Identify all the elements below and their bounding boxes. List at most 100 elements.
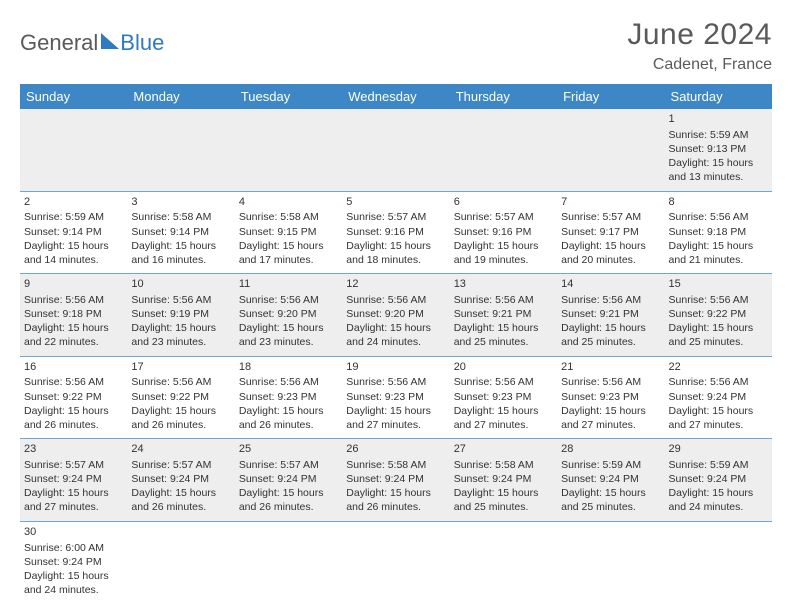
sunset-line: Sunset: 9:16 PM	[454, 225, 553, 239]
empty-cell	[20, 109, 127, 191]
sunrise-line: Sunrise: 5:58 AM	[131, 210, 230, 224]
daylight-line: Daylight: 15 hours and 23 minutes.	[131, 321, 230, 349]
weekday-row: SundayMondayTuesdayWednesdayThursdayFrid…	[20, 84, 772, 109]
daylight-line: Daylight: 15 hours and 25 minutes.	[561, 321, 660, 349]
day-number: 30	[24, 525, 123, 540]
sunrise-line: Sunrise: 5:56 AM	[561, 293, 660, 307]
day-number: 26	[346, 442, 445, 457]
calendar-row: 2Sunrise: 5:59 AMSunset: 9:14 PMDaylight…	[20, 191, 772, 274]
sunrise-line: Sunrise: 5:57 AM	[239, 458, 338, 472]
day-cell: 24Sunrise: 5:57 AMSunset: 9:24 PMDayligh…	[127, 439, 234, 522]
daylight-line: Daylight: 15 hours and 25 minutes.	[454, 486, 553, 514]
daylight-line: Daylight: 15 hours and 23 minutes.	[239, 321, 338, 349]
sunset-line: Sunset: 9:24 PM	[346, 472, 445, 486]
sunrise-line: Sunrise: 5:56 AM	[24, 293, 123, 307]
day-cell: 21Sunrise: 5:56 AMSunset: 9:23 PMDayligh…	[557, 356, 664, 439]
daylight-line: Daylight: 15 hours and 27 minutes.	[346, 404, 445, 432]
sunset-line: Sunset: 9:21 PM	[561, 307, 660, 321]
sunrise-line: Sunrise: 5:58 AM	[346, 458, 445, 472]
day-cell: 14Sunrise: 5:56 AMSunset: 9:21 PMDayligh…	[557, 274, 664, 357]
daylight-line: Daylight: 15 hours and 24 minutes.	[346, 321, 445, 349]
day-cell: 12Sunrise: 5:56 AMSunset: 9:20 PMDayligh…	[342, 274, 449, 357]
day-cell: 20Sunrise: 5:56 AMSunset: 9:23 PMDayligh…	[450, 356, 557, 439]
day-number: 1	[669, 112, 768, 127]
daylight-line: Daylight: 15 hours and 19 minutes.	[454, 239, 553, 267]
sunset-line: Sunset: 9:13 PM	[669, 142, 768, 156]
weekday-header: Tuesday	[235, 84, 342, 109]
title-block: June 2024 Cadenet, France	[627, 18, 772, 74]
empty-cell	[450, 521, 557, 603]
day-number: 23	[24, 442, 123, 457]
calendar-row: 30Sunrise: 6:00 AMSunset: 9:24 PMDayligh…	[20, 521, 772, 603]
day-number: 18	[239, 360, 338, 375]
day-cell: 29Sunrise: 5:59 AMSunset: 9:24 PMDayligh…	[665, 439, 772, 522]
daylight-line: Daylight: 15 hours and 27 minutes.	[454, 404, 553, 432]
day-number: 7	[561, 195, 660, 210]
day-cell: 19Sunrise: 5:56 AMSunset: 9:23 PMDayligh…	[342, 356, 449, 439]
daylight-line: Daylight: 15 hours and 27 minutes.	[669, 404, 768, 432]
sunrise-line: Sunrise: 5:57 AM	[131, 458, 230, 472]
day-number: 17	[131, 360, 230, 375]
day-number: 28	[561, 442, 660, 457]
day-number: 14	[561, 277, 660, 292]
daylight-line: Daylight: 15 hours and 13 minutes.	[669, 156, 768, 184]
day-number: 13	[454, 277, 553, 292]
day-cell: 16Sunrise: 5:56 AMSunset: 9:22 PMDayligh…	[20, 356, 127, 439]
daylight-line: Daylight: 15 hours and 20 minutes.	[561, 239, 660, 267]
day-number: 29	[669, 442, 768, 457]
empty-cell	[557, 109, 664, 191]
location: Cadenet, France	[627, 56, 772, 74]
sunrise-line: Sunrise: 5:56 AM	[669, 210, 768, 224]
day-number: 4	[239, 195, 338, 210]
sunset-line: Sunset: 9:24 PM	[24, 472, 123, 486]
day-cell: 5Sunrise: 5:57 AMSunset: 9:16 PMDaylight…	[342, 191, 449, 274]
day-cell: 11Sunrise: 5:56 AMSunset: 9:20 PMDayligh…	[235, 274, 342, 357]
day-number: 3	[131, 195, 230, 210]
daylight-line: Daylight: 15 hours and 26 minutes.	[131, 404, 230, 432]
weekday-header: Sunday	[20, 84, 127, 109]
day-cell: 28Sunrise: 5:59 AMSunset: 9:24 PMDayligh…	[557, 439, 664, 522]
sunrise-line: Sunrise: 5:59 AM	[669, 128, 768, 142]
daylight-line: Daylight: 15 hours and 18 minutes.	[346, 239, 445, 267]
header: General Blue June 2024 Cadenet, France	[20, 18, 772, 74]
sunset-line: Sunset: 9:23 PM	[346, 390, 445, 404]
sunset-line: Sunset: 9:23 PM	[454, 390, 553, 404]
daylight-line: Daylight: 15 hours and 24 minutes.	[24, 569, 123, 597]
logo: General Blue	[20, 18, 164, 56]
calendar-table: SundayMondayTuesdayWednesdayThursdayFrid…	[20, 84, 772, 603]
daylight-line: Daylight: 15 hours and 21 minutes.	[669, 239, 768, 267]
weekday-header: Wednesday	[342, 84, 449, 109]
daylight-line: Daylight: 15 hours and 27 minutes.	[24, 486, 123, 514]
empty-cell	[665, 521, 772, 603]
sunset-line: Sunset: 9:23 PM	[239, 390, 338, 404]
day-cell: 23Sunrise: 5:57 AMSunset: 9:24 PMDayligh…	[20, 439, 127, 522]
day-cell: 9Sunrise: 5:56 AMSunset: 9:18 PMDaylight…	[20, 274, 127, 357]
day-number: 19	[346, 360, 445, 375]
day-cell: 2Sunrise: 5:59 AMSunset: 9:14 PMDaylight…	[20, 191, 127, 274]
empty-cell	[127, 109, 234, 191]
day-cell: 10Sunrise: 5:56 AMSunset: 9:19 PMDayligh…	[127, 274, 234, 357]
day-number: 2	[24, 195, 123, 210]
day-number: 12	[346, 277, 445, 292]
day-cell: 18Sunrise: 5:56 AMSunset: 9:23 PMDayligh…	[235, 356, 342, 439]
day-number: 16	[24, 360, 123, 375]
day-number: 8	[669, 195, 768, 210]
daylight-line: Daylight: 15 hours and 17 minutes.	[239, 239, 338, 267]
sunset-line: Sunset: 9:24 PM	[239, 472, 338, 486]
day-cell: 17Sunrise: 5:56 AMSunset: 9:22 PMDayligh…	[127, 356, 234, 439]
sunset-line: Sunset: 9:17 PM	[561, 225, 660, 239]
sunrise-line: Sunrise: 5:57 AM	[454, 210, 553, 224]
day-number: 6	[454, 195, 553, 210]
sunset-line: Sunset: 9:24 PM	[669, 472, 768, 486]
daylight-line: Daylight: 15 hours and 22 minutes.	[24, 321, 123, 349]
day-number: 25	[239, 442, 338, 457]
day-cell: 30Sunrise: 6:00 AMSunset: 9:24 PMDayligh…	[20, 521, 127, 603]
sunset-line: Sunset: 9:19 PM	[131, 307, 230, 321]
day-cell: 13Sunrise: 5:56 AMSunset: 9:21 PMDayligh…	[450, 274, 557, 357]
calendar-thead: SundayMondayTuesdayWednesdayThursdayFrid…	[20, 84, 772, 109]
sunrise-line: Sunrise: 5:56 AM	[131, 293, 230, 307]
calendar-body: 1Sunrise: 5:59 AMSunset: 9:13 PMDaylight…	[20, 109, 772, 603]
day-cell: 22Sunrise: 5:56 AMSunset: 9:24 PMDayligh…	[665, 356, 772, 439]
sunrise-line: Sunrise: 5:58 AM	[454, 458, 553, 472]
sunset-line: Sunset: 9:23 PM	[561, 390, 660, 404]
